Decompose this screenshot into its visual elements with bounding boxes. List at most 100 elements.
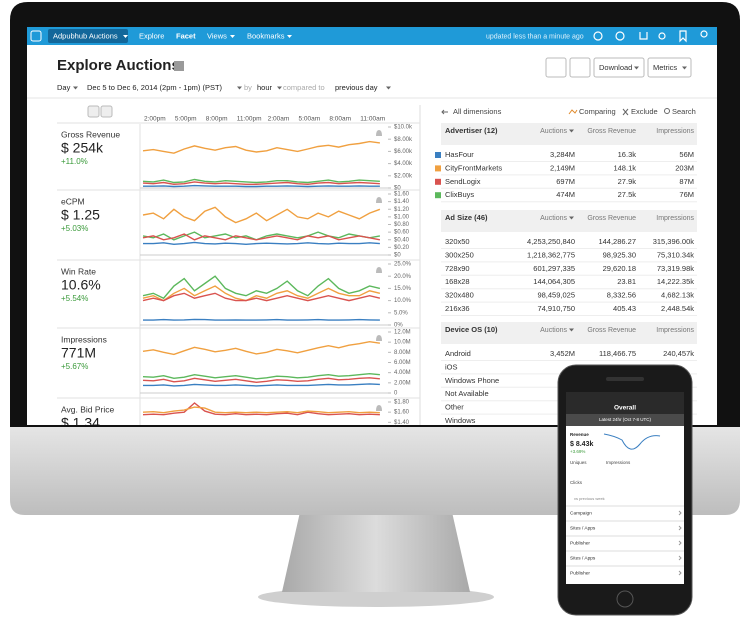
list-item[interactable]: Campaign (570, 510, 592, 516)
button-label[interactable]: Download (599, 63, 632, 72)
zoom-out[interactable] (100, 105, 113, 118)
y-tick-label: 0% (394, 323, 403, 329)
nav-item[interactable]: Bookmarks (247, 31, 285, 40)
table-cell: 56M (679, 150, 694, 159)
series-line (142, 406, 380, 414)
row-label[interactable]: Other (445, 403, 464, 412)
star-button[interactable] (545, 57, 567, 78)
series-line (142, 292, 381, 302)
filter[interactable]: previous day (335, 83, 378, 92)
row-label[interactable]: 300x250 (445, 250, 474, 259)
row-label[interactable]: 728x90 (445, 264, 470, 273)
table-title: Device OS (10) (445, 325, 498, 334)
time-label: 2:00am (268, 116, 290, 123)
nav-icons (593, 30, 708, 43)
icon-bookmark[interactable] (679, 30, 687, 43)
phone-metric: Revenue (570, 432, 589, 437)
list-item[interactable]: Sites / Apps (570, 525, 596, 531)
nav-item[interactable]: Facet (176, 31, 196, 40)
metric-change: +5.03% (61, 224, 88, 233)
series-line (142, 231, 381, 241)
row-label[interactable]: ClixBuys (445, 190, 474, 199)
app-switch[interactable] (48, 29, 128, 43)
y-tick-label: $1.20 (394, 207, 410, 213)
alert-bell (376, 197, 382, 203)
row-label[interactable]: CityFrontMarkets (445, 163, 502, 172)
row-label[interactable]: 216x36 (445, 304, 470, 313)
time-label: 2:00pm (144, 116, 166, 123)
column-header: Impressions (656, 128, 694, 135)
caret (682, 66, 687, 70)
series-line (142, 402, 380, 416)
time-label: 8:00pm (206, 116, 228, 123)
row-label[interactable]: HasFour (445, 150, 474, 159)
metric-name: Avg. Bid Price (61, 404, 115, 414)
table-header (441, 322, 697, 344)
list-item[interactable]: Publisher (570, 570, 590, 576)
row-label[interactable]: Windows (445, 416, 476, 425)
phone-sparkline (603, 433, 661, 450)
icon-user[interactable] (700, 30, 708, 38)
y-tick-label: 15.0% (394, 286, 412, 292)
download-button[interactable] (593, 57, 645, 78)
row-label[interactable]: 320x480 (445, 291, 474, 300)
table-cell: 203M (675, 163, 694, 172)
icon-search[interactable] (593, 31, 603, 41)
add-button[interactable] (174, 61, 184, 71)
table-cell: 76M (679, 190, 694, 199)
button-label[interactable]: Metrics (653, 63, 677, 72)
share-button[interactable] (569, 57, 591, 78)
exclude-icon (622, 108, 629, 116)
phone-screen: Overall Latest 24hr (Oct 7-8 UTC) Revenu… (566, 392, 684, 584)
compare-icon (568, 109, 578, 115)
y-tick-label: $0.60 (394, 230, 410, 236)
table-cell: 601,297,335 (533, 264, 575, 273)
series-line (142, 372, 380, 380)
metrics-button[interactable] (647, 57, 692, 78)
list-item[interactable]: Sites / Apps (570, 555, 596, 561)
screen: Adpubhub Auctions Explore Facet Views Bo… (27, 27, 717, 425)
series-line (143, 383, 380, 387)
action[interactable]: Comparing (579, 107, 616, 116)
table-cell: 697M (556, 177, 575, 186)
chevron (678, 510, 682, 516)
caret (634, 66, 639, 70)
icon-refresh[interactable] (615, 31, 625, 41)
row-label[interactable]: Android (445, 349, 471, 358)
action[interactable]: Exclude (631, 107, 658, 116)
row-label[interactable]: Not Available (445, 389, 489, 398)
icon-download[interactable] (639, 32, 648, 40)
home-button[interactable] (616, 590, 634, 608)
caret (123, 35, 128, 38)
nav-item[interactable]: Views (207, 31, 227, 40)
metric-value: 771M (61, 345, 96, 361)
series-line (142, 340, 381, 356)
row-label[interactable]: Windows Phone (445, 376, 499, 385)
list-item[interactable]: Publisher (570, 540, 590, 546)
back-link[interactable]: All dimensions (453, 107, 502, 116)
series-line (142, 285, 381, 302)
nav-item[interactable]: Explore (139, 31, 164, 40)
filter[interactable]: hour (257, 83, 273, 92)
y-tick-label: 8.00M (394, 350, 411, 356)
table-cell: 73,319.98k (657, 264, 694, 273)
table-cell: 27.9k (618, 177, 637, 186)
metric-value: $ 1.25 (61, 207, 100, 223)
app-name[interactable]: Adpubhub Auctions (53, 31, 118, 40)
action[interactable]: Search (672, 107, 696, 116)
alert-bell (376, 335, 382, 341)
row-label[interactable]: SendLogix (445, 177, 481, 186)
filter[interactable]: Day (57, 83, 71, 92)
table-cell: 2,149M (550, 163, 575, 172)
filter[interactable]: Dec 5 to Dec 6, 2014 (2pm - 1pm) (PST) (87, 83, 223, 92)
y-tick-label: $1.80 (394, 400, 410, 406)
column-header: Gross Revenue (587, 215, 636, 222)
table-title: Advertiser (12) (445, 126, 498, 135)
row-label[interactable]: iOS (445, 362, 458, 371)
zoom-in[interactable] (87, 105, 100, 118)
icon-share[interactable] (658, 32, 666, 40)
phone-note: vs previous week (574, 496, 605, 501)
row-label[interactable]: 168x28 (445, 277, 470, 286)
row-label[interactable]: 320x50 (445, 237, 470, 246)
phone-period[interactable]: Latest 24hr (Oct 7-8 UTC) (599, 417, 652, 422)
